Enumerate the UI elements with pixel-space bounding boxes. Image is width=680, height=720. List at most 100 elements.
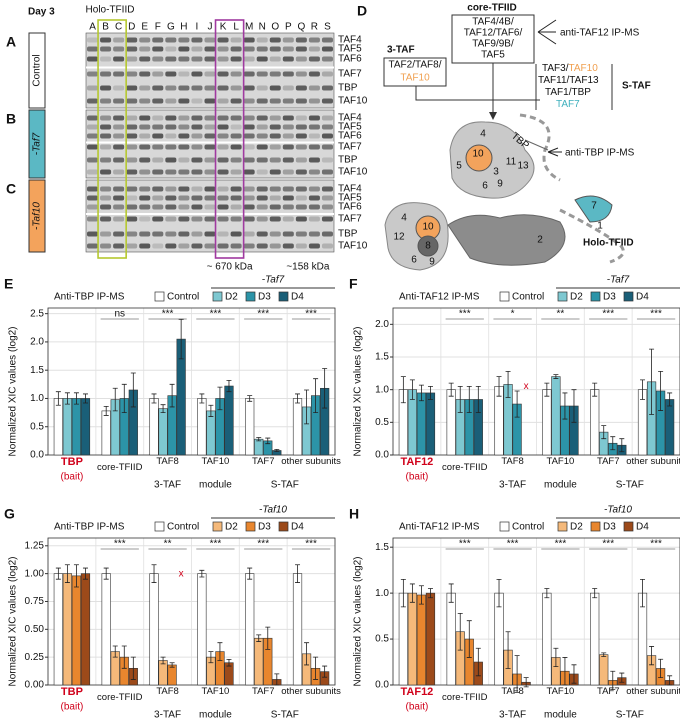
band <box>139 98 151 104</box>
band <box>204 56 216 62</box>
band <box>243 85 255 91</box>
band <box>165 157 177 163</box>
s-taf-part: TAF3/ <box>542 63 569 74</box>
lane-label: D <box>128 22 135 33</box>
band <box>139 243 151 249</box>
band <box>126 231 138 237</box>
band <box>282 231 294 237</box>
complex-shape <box>447 214 566 266</box>
band <box>113 204 125 210</box>
band <box>178 46 190 52</box>
lane-label: N <box>259 22 266 33</box>
error-bar <box>256 437 262 442</box>
band <box>269 169 281 175</box>
y-tick-label: 1.0 <box>375 588 389 599</box>
band <box>282 56 294 62</box>
band <box>295 157 307 163</box>
band <box>100 115 112 121</box>
core-box-line: TAF5 <box>481 50 505 61</box>
band <box>230 204 242 210</box>
lobe-label: 13 <box>517 161 529 172</box>
x-tick-label-box: other subunits <box>281 687 341 696</box>
error-bar <box>475 647 481 677</box>
error-bar <box>274 673 280 686</box>
band <box>178 115 190 121</box>
band <box>126 124 138 130</box>
three-taf-line: TAF10 <box>400 73 430 84</box>
band <box>295 46 307 52</box>
band <box>204 124 216 130</box>
lane-label: S <box>324 22 331 33</box>
x-tick-label-box: core-TFIID <box>97 693 142 702</box>
band <box>165 46 177 52</box>
fraction-box <box>214 19 245 259</box>
band <box>113 115 125 121</box>
legend-group-label: -Taf7 <box>262 275 285 286</box>
group-label: S-TAF <box>271 710 299 720</box>
error-bar <box>514 390 520 418</box>
three-taf-title: 3-TAF <box>387 45 415 56</box>
error-bar <box>226 379 232 393</box>
band <box>191 85 203 91</box>
band <box>139 204 151 210</box>
band <box>126 144 138 150</box>
band <box>256 124 268 130</box>
band <box>139 216 151 222</box>
missing-marker: x <box>524 381 529 392</box>
band <box>204 195 216 201</box>
missing-marker: x <box>179 568 184 579</box>
band <box>139 71 151 77</box>
band <box>321 37 333 43</box>
band <box>139 186 151 192</box>
error-bar <box>448 382 454 397</box>
significance: *** <box>507 539 519 550</box>
band <box>178 37 190 43</box>
legend-label: D4 <box>636 522 649 533</box>
core-box-line: TAF9/9B/ <box>472 39 514 50</box>
lobe-label: 9 <box>497 179 503 190</box>
lobe-label: 2 <box>537 235 543 246</box>
band <box>308 85 320 91</box>
lane-label: C <box>115 22 122 33</box>
bait-label: (bait) <box>61 702 84 713</box>
group-label: S-TAF <box>616 710 644 720</box>
band <box>243 204 255 210</box>
legend-swatch <box>245 291 256 302</box>
band <box>256 144 268 150</box>
band <box>217 144 229 150</box>
band <box>256 186 268 192</box>
significance: *** <box>210 539 222 550</box>
error-bar <box>553 374 559 379</box>
error-bar <box>610 670 616 690</box>
bar <box>245 573 255 686</box>
x-tick-label: TAF12 <box>400 687 434 698</box>
band <box>321 169 333 175</box>
lane-label: E <box>141 22 148 33</box>
x-tick-label: TAF8 <box>501 457 524 467</box>
blot <box>85 109 335 179</box>
bar <box>254 438 264 456</box>
band <box>282 115 294 121</box>
band <box>100 98 112 104</box>
band <box>100 85 112 91</box>
protein-label: TAF7 <box>338 214 362 225</box>
error-bar <box>496 578 502 608</box>
error-bar <box>217 386 223 411</box>
band <box>282 169 294 175</box>
band <box>269 186 281 192</box>
band <box>165 195 177 201</box>
band <box>269 243 281 249</box>
band <box>308 195 320 201</box>
band <box>152 195 164 201</box>
band <box>321 204 333 210</box>
x-tick-label: other subunits <box>626 457 680 467</box>
legend-label: D3 <box>258 292 271 303</box>
x-tick-label: other subunits <box>626 687 680 697</box>
lane-label: H <box>180 22 187 33</box>
band <box>321 56 333 62</box>
x-tick-label: TAF10 <box>546 687 575 697</box>
x-tick-label-box: TBP <box>61 457 83 468</box>
x-tick-label-box: TAF7 <box>252 687 275 696</box>
band <box>204 46 216 52</box>
